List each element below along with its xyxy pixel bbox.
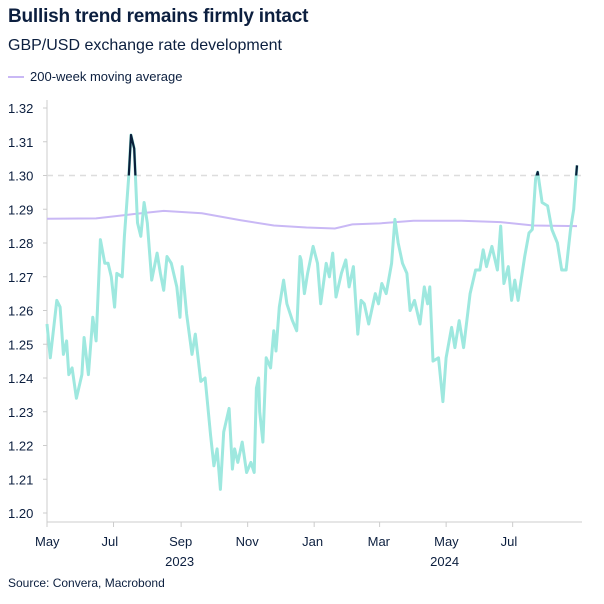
- x-tick-label: Jan: [302, 534, 323, 549]
- chart-title: Bullish trend remains firmly intact: [8, 6, 309, 27]
- x-year-label: 2024: [430, 554, 459, 569]
- x-tick-label: Sep: [169, 534, 192, 549]
- y-tick-label: 1.20: [8, 506, 33, 521]
- y-tick-label: 1.24: [8, 371, 33, 386]
- x-tick-label: Nov: [236, 534, 260, 549]
- y-tick-label: 1.30: [8, 169, 33, 184]
- y-tick-label: 1.26: [8, 304, 33, 319]
- legend: 200-week moving average: [8, 69, 182, 84]
- x-year-label: 2023: [165, 554, 194, 569]
- x-tick-label: Jul: [102, 534, 119, 549]
- y-tick-label: 1.23: [8, 405, 33, 420]
- x-tick-label: Jul: [501, 534, 518, 549]
- legend-label-moving-average: 200-week moving average: [30, 69, 183, 84]
- gbpusd-above-1-30-highlight: [127, 133, 579, 176]
- y-tick-label: 1.31: [8, 135, 33, 150]
- y-tick-label: 1.32: [8, 101, 33, 116]
- y-tick-label: 1.29: [8, 202, 33, 217]
- source-note: Source: Convera, Macrobond: [8, 576, 165, 590]
- x-tick-label: May: [434, 534, 459, 549]
- chart-subtitle: GBP/USD exchange rate development: [8, 37, 282, 54]
- y-tick-label: 1.21: [8, 472, 33, 487]
- x-tick-label: Mar: [368, 534, 391, 549]
- y-tick-label: 1.27: [8, 270, 33, 285]
- x-tick-label: May: [35, 534, 60, 549]
- y-tick-label: 1.28: [8, 236, 33, 251]
- gbpusd-line: [45, 133, 579, 491]
- y-tick-label: 1.25: [8, 337, 33, 352]
- y-tick-label: 1.22: [8, 439, 33, 454]
- legend-swatch-moving-average: [8, 75, 24, 78]
- moving-average-line: [46, 209, 578, 230]
